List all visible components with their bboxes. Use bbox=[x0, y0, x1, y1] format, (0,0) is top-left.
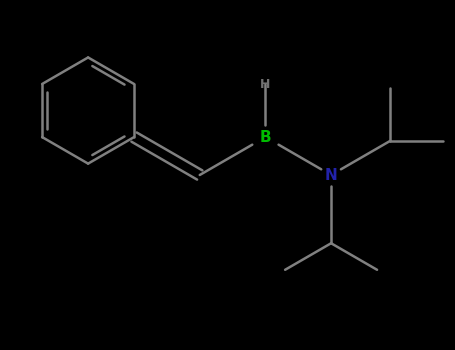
Text: H: H bbox=[260, 77, 271, 91]
Text: N: N bbox=[325, 168, 338, 182]
Text: B: B bbox=[260, 130, 271, 145]
